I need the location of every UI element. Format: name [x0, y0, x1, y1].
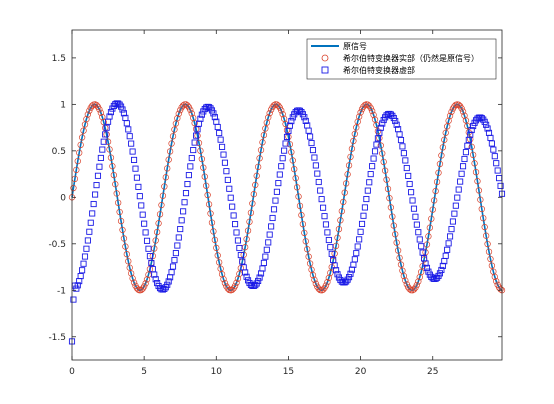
y-tick-label: 1.5	[52, 54, 66, 64]
x-tick-label: 20	[355, 367, 367, 377]
legend-label-original: 原信号	[343, 41, 367, 51]
y-tick-label: -0.5	[48, 240, 66, 250]
y-tick-label: 0	[60, 193, 66, 203]
x-tick-label: 25	[427, 367, 438, 377]
x-tick-label: 0	[69, 367, 75, 377]
x-tick-label: 5	[141, 367, 147, 377]
legend: 原信号 希尔伯特变换器实部（仍然是原信号） 希尔伯特变换器虚部	[307, 39, 496, 79]
x-tick-label: 15	[283, 367, 294, 377]
y-tick-label: 1	[60, 100, 66, 110]
y-tick-label: 0.5	[52, 147, 66, 157]
x-tick-label: 10	[211, 367, 223, 377]
axes-background	[72, 30, 502, 360]
y-tick-label: -1	[57, 286, 66, 296]
legend-label-imag: 希尔伯特变换器虚部	[343, 65, 415, 75]
y-tick-label: -1.5	[48, 333, 66, 343]
legend-label-real: 希尔伯特变换器实部（仍然是原信号）	[343, 53, 479, 63]
